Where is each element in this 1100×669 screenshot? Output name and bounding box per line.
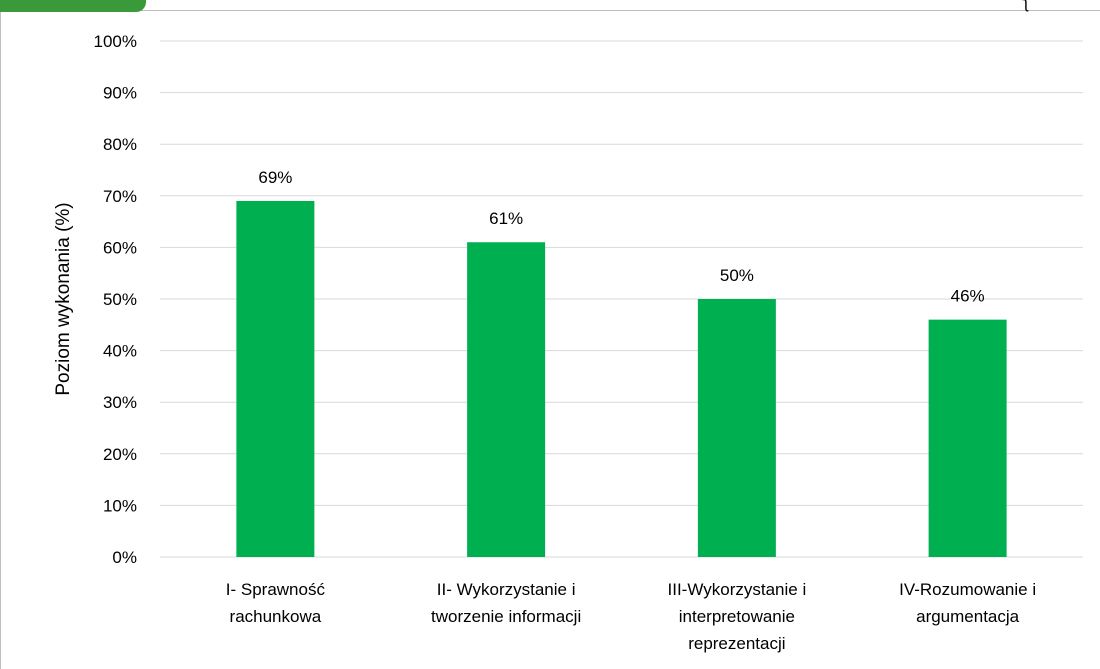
y-tick-label: 70% — [103, 187, 137, 206]
y-tick-label: 100% — [94, 32, 137, 51]
bar — [928, 319, 1007, 557]
data-label: 50% — [720, 266, 754, 285]
y-tick-label: 50% — [103, 290, 137, 309]
frame-top-border — [140, 10, 1100, 11]
y-tick-label: 0% — [112, 548, 137, 567]
category-label: rachunkowa — [230, 607, 322, 626]
corner-glyph: ʅ — [1022, 0, 1030, 12]
data-label: 61% — [489, 209, 523, 228]
category-label: III-Wykorzystanie i — [668, 580, 807, 599]
bar — [236, 200, 315, 557]
y-tick-label: 80% — [103, 135, 137, 154]
header-badge — [0, 0, 146, 12]
y-tick-label: 90% — [103, 84, 137, 103]
category-label: reprezentacji — [688, 634, 785, 653]
y-tick-label: 60% — [103, 238, 137, 257]
frame-left-border — [0, 0, 1, 669]
category-labels: I- Sprawność rachunkowa II- Wykorzystanie … — [226, 580, 1036, 653]
data-labels: 69% 61% 50% 46% — [258, 168, 984, 306]
y-axis-title: Poziom wykonania (%) — [53, 202, 74, 395]
category-label: tworzenie informacji — [431, 607, 581, 626]
bar — [697, 299, 776, 557]
category-label: I- Sprawność — [226, 580, 326, 599]
category-label: IV-Rozumowanie i — [899, 580, 1036, 599]
bar — [467, 242, 546, 558]
data-label: 46% — [951, 287, 985, 306]
y-tick-label: 30% — [103, 393, 137, 412]
y-tick-label: 20% — [103, 445, 137, 464]
category-label: II- Wykorzystanie i — [437, 580, 576, 599]
y-tick-label: 10% — [103, 496, 137, 515]
data-label: 69% — [258, 168, 292, 187]
y-tick-label: 40% — [103, 342, 137, 361]
bars — [236, 200, 1007, 558]
category-label: interpretowanie — [679, 607, 795, 626]
category-label: argumentacja — [916, 607, 1020, 626]
y-axis-ticks: 0% 10% 20% 30% 40% 50% 60% 70% 80% 90% 100% — [94, 32, 137, 567]
